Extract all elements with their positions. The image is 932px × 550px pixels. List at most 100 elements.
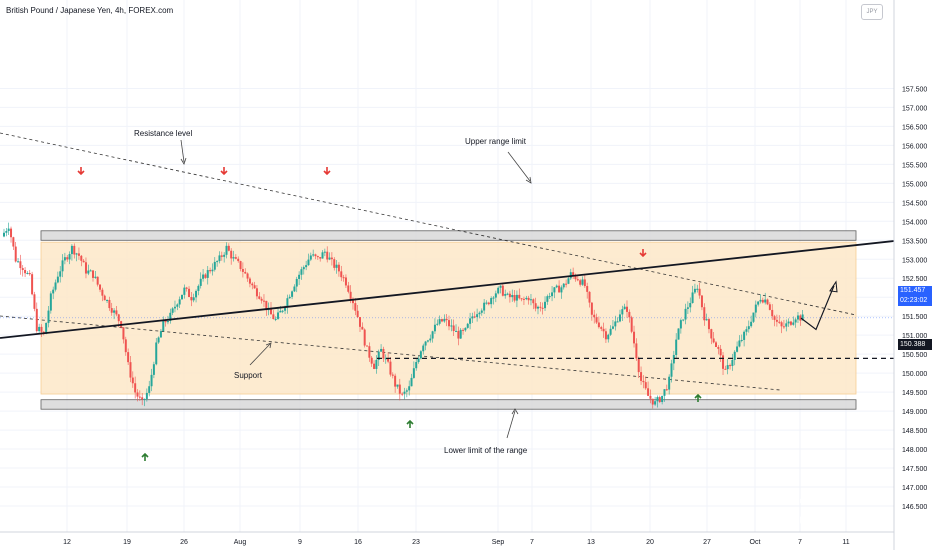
candle-body	[717, 347, 720, 349]
candle-body	[419, 351, 422, 359]
candle-body	[607, 334, 610, 340]
candle-body	[658, 397, 661, 403]
candle-body	[24, 270, 27, 274]
candle-body	[375, 359, 378, 369]
candle-body	[202, 274, 205, 279]
support-annotation: Support	[234, 342, 272, 380]
candle-body	[799, 315, 802, 321]
candle-body	[518, 294, 521, 299]
candle-body	[337, 264, 340, 272]
time-tick-label: 13	[587, 539, 595, 546]
candle-body	[396, 384, 399, 387]
forecast-arrow-head	[829, 280, 838, 293]
candle-body	[462, 329, 465, 331]
candle-body	[356, 310, 359, 318]
candle-body	[415, 362, 418, 369]
candles	[3, 222, 804, 409]
candle-body	[234, 257, 237, 259]
candle-body	[47, 310, 50, 323]
support-label: Support	[234, 371, 263, 380]
candle-body	[314, 254, 317, 257]
candle-body	[623, 306, 626, 310]
candle-body	[80, 255, 83, 261]
candle-body	[291, 291, 294, 297]
candle-body	[724, 368, 727, 370]
candle-body	[398, 384, 401, 394]
chart-title: British Pound / Japanese Yen, 4h, FOREX.…	[6, 6, 174, 15]
candle-body	[525, 297, 528, 300]
candle-body	[532, 299, 535, 304]
candle-body	[630, 317, 633, 332]
time-tick-label: 11	[842, 539, 849, 546]
candle-body	[185, 287, 188, 289]
candle-body	[101, 289, 104, 296]
candle-body	[440, 319, 443, 322]
candle-body	[693, 288, 696, 293]
candle-body	[359, 317, 361, 327]
last-price-value: 151.457	[900, 287, 926, 294]
price-tick-label: 157.000	[902, 105, 927, 112]
candle-body	[703, 307, 706, 321]
upper-range-label: Upper range limit	[465, 137, 527, 146]
candle-body	[450, 325, 453, 327]
candle-body	[148, 386, 151, 393]
candle-body	[501, 285, 504, 296]
candle-body	[7, 228, 10, 232]
candle-body	[478, 312, 481, 315]
currency-badge[interactable]: JPY	[861, 4, 883, 20]
candle-body	[108, 299, 111, 309]
support-zone	[40, 399, 857, 410]
time-tick-label: 12	[63, 539, 71, 546]
candle-body	[370, 357, 373, 364]
resistance-label: Resistance level	[134, 129, 192, 138]
price-tick-label: 155.000	[902, 181, 927, 188]
candle-body	[785, 323, 788, 327]
candle-body	[764, 299, 767, 303]
candle-body	[173, 306, 176, 309]
candle-body	[326, 251, 329, 260]
candle-body	[155, 342, 158, 365]
candle-body	[616, 321, 619, 323]
candle-body	[789, 321, 792, 325]
candle-body	[710, 329, 713, 339]
price-tick-label: 157.500	[902, 86, 927, 93]
candle-body	[595, 317, 598, 323]
time-tick-label: 20	[646, 539, 654, 546]
candle-body	[567, 278, 570, 284]
candle-body	[387, 358, 390, 362]
candle-body	[150, 374, 153, 387]
buy-signal-arrow-icon	[141, 452, 149, 461]
candle-body	[614, 321, 617, 327]
candle-body	[794, 319, 797, 323]
candle-body	[12, 237, 15, 247]
candle-body	[40, 326, 43, 332]
last-price-tag: 151.457 02:23:02	[898, 286, 932, 306]
candle-body	[333, 259, 336, 268]
candle-body	[745, 329, 748, 332]
resistance-annotation: Resistance level	[134, 129, 192, 165]
candle-body	[166, 320, 169, 323]
candle-body	[26, 273, 29, 275]
candle-body	[183, 287, 186, 295]
candle-body	[597, 322, 600, 328]
candle-body	[775, 319, 778, 322]
candle-body	[628, 311, 631, 318]
price-tick-label: 154.000	[902, 219, 927, 226]
candle-body	[565, 283, 568, 285]
candle-body	[323, 251, 326, 253]
candle-body	[424, 341, 427, 346]
candle-body	[134, 383, 137, 393]
candle-body	[684, 308, 687, 320]
price-tick-label: 152.500	[902, 276, 927, 283]
main-trendline[interactable]	[0, 240, 895, 339]
candle-body	[197, 285, 200, 291]
price-tick-label: 146.500	[902, 504, 927, 511]
candle-body	[722, 355, 725, 369]
candle-body	[347, 285, 350, 292]
level-price-tag: 150.388	[898, 339, 932, 350]
candle-body	[248, 278, 251, 284]
price-tick-label: 147.500	[902, 466, 927, 473]
candle-body	[593, 314, 596, 318]
candle-body	[262, 300, 265, 302]
